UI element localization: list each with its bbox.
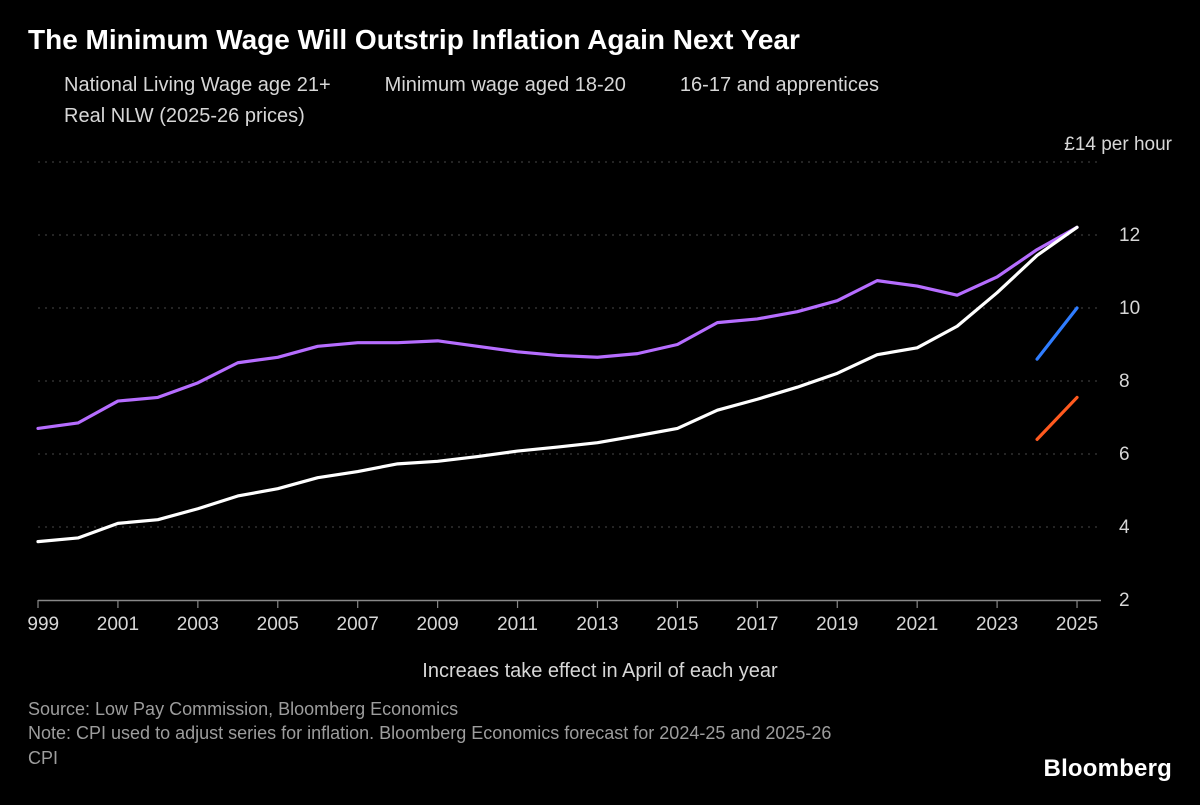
svg-text:2015: 2015 [656, 614, 698, 635]
footer-note: Note: CPI used to adjust series for infl… [28, 721, 848, 770]
svg-text:12: 12 [1119, 225, 1140, 246]
svg-text:2001: 2001 [97, 614, 139, 635]
svg-text:2017: 2017 [736, 614, 778, 635]
legend: National Living Wage age 21+ Minimum wag… [28, 74, 1172, 128]
y-axis-unit-label: £14 per hour [1064, 134, 1172, 156]
legend-label-real_nlw: Real NLW (2025-26 prices) [64, 105, 305, 128]
legend-label-age16_17: 16-17 and apprentices [680, 74, 879, 97]
svg-text:2005: 2005 [257, 614, 299, 635]
series-age16_17 [1037, 397, 1077, 439]
svg-text:8: 8 [1119, 371, 1130, 392]
legend-label-nlw21: National Living Wage age 21+ [64, 74, 331, 97]
svg-text:2007: 2007 [337, 614, 379, 635]
svg-text:2019: 2019 [816, 614, 858, 635]
x-axis-caption: Increaes take effect in April of each ye… [28, 660, 1172, 683]
chart-footer: Source: Low Pay Commission, Bloomberg Ec… [28, 697, 848, 770]
plot-area: £14 per hour 2 4 6 8 10 12 1999 2001 2003 2005 200… [28, 134, 1172, 654]
svg-text:4: 4 [1119, 517, 1130, 538]
svg-text:2009: 2009 [416, 614, 458, 635]
footer-source: Source: Low Pay Commission, Bloomberg Ec… [28, 697, 848, 721]
series-real_nlw [38, 227, 1077, 428]
line-chart-svg: 2 4 6 8 10 12 1999 2001 2003 2005 2007 2009 2011 2013… [28, 134, 1172, 654]
svg-text:2013: 2013 [576, 614, 618, 635]
chart-panel: The Minimum Wage Will Outstrip Inflation… [0, 0, 1200, 805]
svg-text:1999: 1999 [28, 614, 59, 635]
svg-text:2011: 2011 [497, 614, 538, 635]
legend-swatch-real_nlw [27, 115, 58, 119]
bloomberg-brand: Bloomberg [1044, 755, 1172, 783]
legend-item-min18_20: Minimum wage aged 18-20 [349, 74, 626, 97]
legend-swatch-nlw21 [27, 84, 58, 88]
legend-item-real_nlw: Real NLW (2025-26 prices) [28, 105, 305, 128]
legend-label-min18_20: Minimum wage aged 18-20 [385, 74, 626, 97]
legend-item-nlw21: National Living Wage age 21+ [28, 74, 331, 97]
svg-text:2025: 2025 [1056, 614, 1098, 635]
svg-text:2003: 2003 [177, 614, 219, 635]
legend-swatch-min18_20 [347, 84, 378, 88]
svg-text:2: 2 [1119, 590, 1130, 611]
svg-text:2021: 2021 [896, 614, 938, 635]
legend-swatch-age16_17 [643, 84, 674, 88]
svg-text:10: 10 [1119, 298, 1140, 319]
legend-item-age16_17: 16-17 and apprentices [644, 74, 879, 97]
series-min18_20 [1037, 308, 1077, 359]
svg-text:2023: 2023 [976, 614, 1018, 635]
svg-text:6: 6 [1119, 444, 1130, 465]
chart-title: The Minimum Wage Will Outstrip Inflation… [28, 24, 1172, 56]
